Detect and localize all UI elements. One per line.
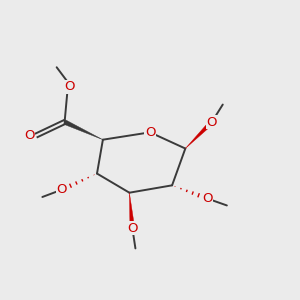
Text: O: O [64,80,74,93]
Text: O: O [145,126,155,139]
Text: O: O [24,129,34,142]
Text: O: O [127,221,138,235]
Text: O: O [56,183,67,196]
Polygon shape [185,120,214,148]
Text: O: O [207,116,217,128]
Text: O: O [202,192,213,205]
Polygon shape [64,120,103,140]
Polygon shape [129,193,135,228]
